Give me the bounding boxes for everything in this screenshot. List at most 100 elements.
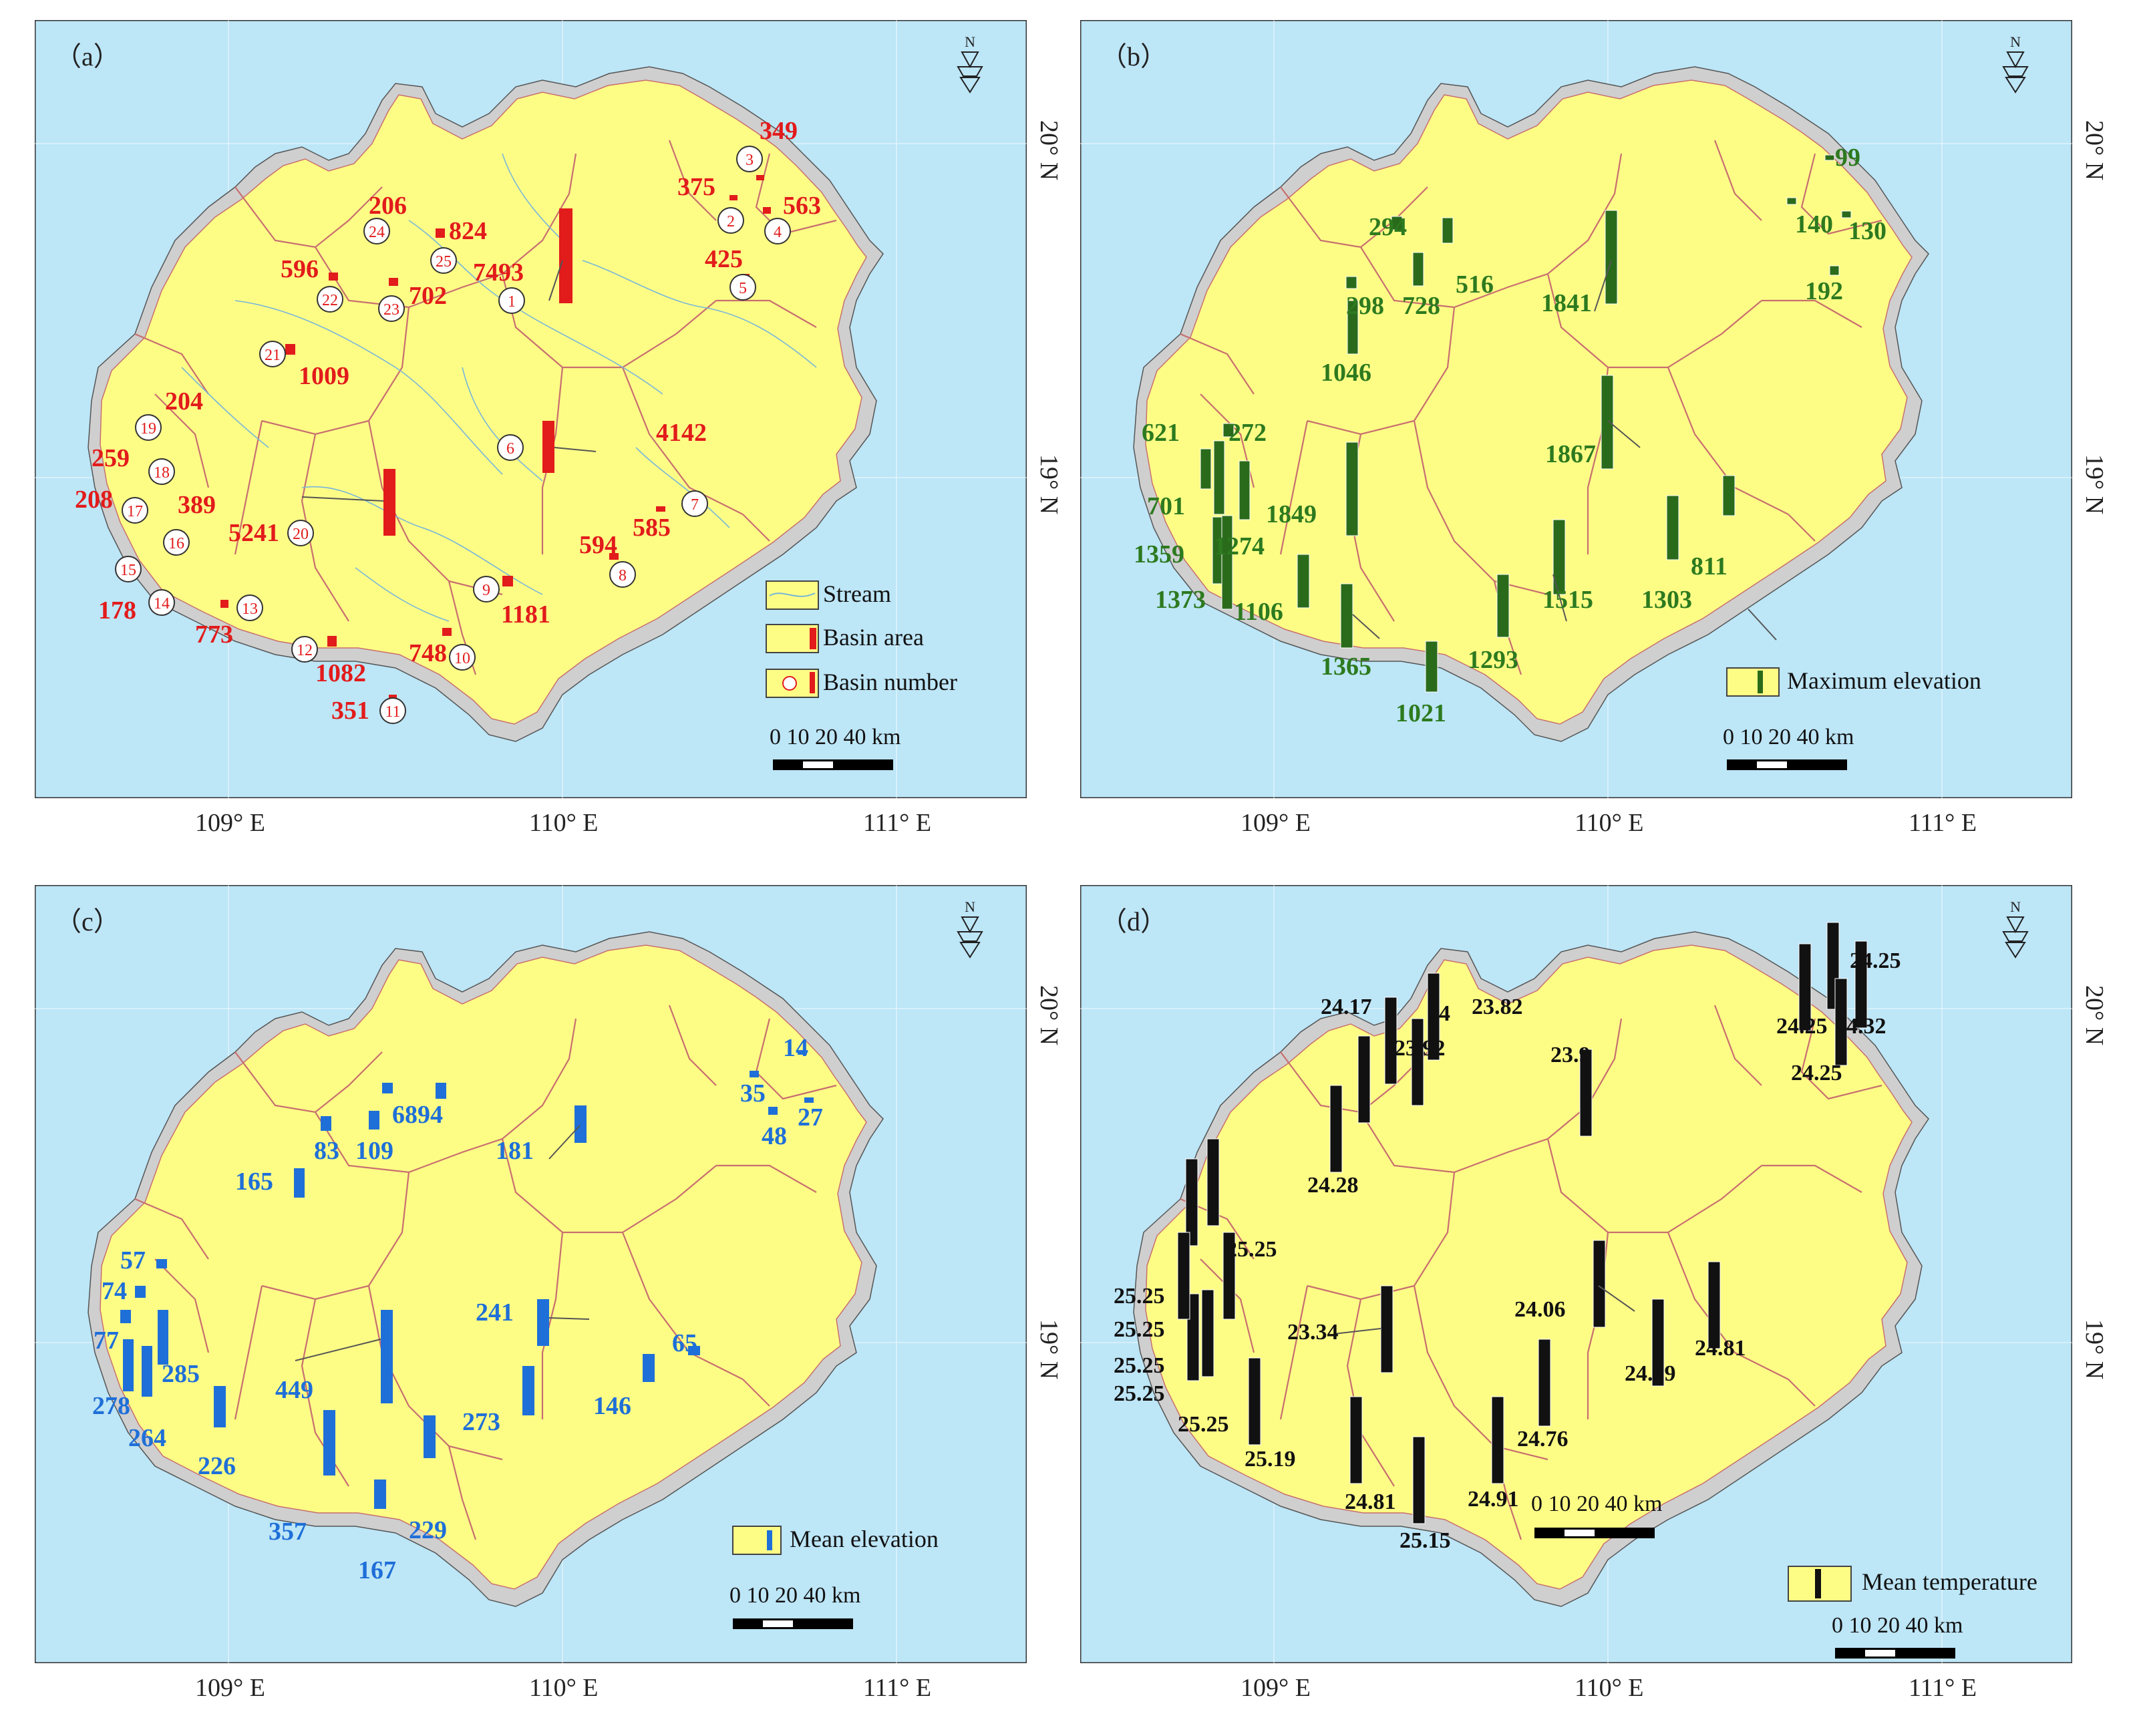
legend-basin-number: Basin number bbox=[823, 669, 957, 695]
svg-text:1841: 1841 bbox=[1541, 289, 1592, 317]
svg-text:25.25: 25.25 bbox=[1114, 1381, 1165, 1406]
svg-text:278: 278 bbox=[92, 1392, 130, 1420]
bar-mean-18 bbox=[135, 1286, 146, 1298]
bar-mean-2 bbox=[750, 1071, 759, 1077]
svg-text:65: 65 bbox=[672, 1329, 697, 1357]
bar-mean-7 bbox=[688, 1346, 700, 1355]
svg-text:24.91: 24.91 bbox=[1468, 1487, 1519, 1512]
svg-text:1849: 1849 bbox=[1266, 500, 1317, 528]
svg-text:226: 226 bbox=[198, 1452, 236, 1480]
bar-max-19 bbox=[1222, 423, 1235, 438]
bar-max-2 bbox=[1786, 197, 1797, 205]
svg-text:1009: 1009 bbox=[299, 362, 349, 390]
x-axis-c-109: 109° E bbox=[195, 1674, 265, 1702]
svg-text:17: 17 bbox=[127, 503, 143, 520]
x-axis-a-109: 109° E bbox=[195, 809, 265, 837]
bar-max-22 bbox=[1345, 276, 1357, 289]
legend-mean-temperature: Mean temperature bbox=[1862, 1568, 2037, 1595]
north-arrow-b: N bbox=[2002, 33, 2029, 94]
svg-text:24.81: 24.81 bbox=[1695, 1336, 1746, 1361]
scale-bar-d-inner bbox=[1534, 1528, 1655, 1538]
svg-text:1046: 1046 bbox=[1321, 359, 1371, 387]
x-axis-a-111: 111° E bbox=[863, 809, 932, 837]
bar-mean-5 bbox=[768, 1107, 778, 1115]
svg-text:130: 130 bbox=[1848, 217, 1886, 245]
scale-bar-c bbox=[733, 1618, 853, 1629]
x-axis-d-110: 110° E bbox=[1575, 1674, 1644, 1702]
bar-max-6 bbox=[1601, 375, 1614, 470]
svg-text:298: 298 bbox=[1346, 292, 1384, 320]
mean-temperature-bars bbox=[1177, 922, 1868, 1524]
bar-basin-20 bbox=[383, 469, 395, 536]
bar-basin-21 bbox=[285, 344, 295, 355]
svg-text:24.25: 24.25 bbox=[1776, 1014, 1828, 1039]
svg-text:389: 389 bbox=[178, 491, 216, 519]
svg-text:1365: 1365 bbox=[1321, 653, 1371, 681]
svg-text:24.25: 24.25 bbox=[1791, 1061, 1842, 1085]
bar-max-21 bbox=[1347, 300, 1359, 355]
basin-area-bars bbox=[220, 175, 771, 701]
bar-max-23 bbox=[1412, 252, 1424, 287]
svg-text:24.17: 24.17 bbox=[1321, 995, 1372, 1019]
x-axis-b-111: 111° E bbox=[1909, 809, 1977, 837]
bar-max-18 bbox=[1213, 440, 1225, 515]
legend-stream: Stream bbox=[823, 580, 891, 607]
bar-max-13 bbox=[1297, 554, 1310, 609]
svg-text:3: 3 bbox=[746, 152, 754, 169]
bar-mean-23 bbox=[369, 1111, 379, 1130]
bar-mean-25 bbox=[436, 1083, 446, 1099]
y-axis-c-19: 19° N bbox=[1035, 1319, 1063, 1380]
bar-max-11 bbox=[1425, 641, 1438, 693]
svg-text:24.81: 24.81 bbox=[1345, 1490, 1396, 1514]
bar-max-1 bbox=[1605, 210, 1618, 305]
svg-text:1181: 1181 bbox=[501, 600, 550, 629]
svg-text:24: 24 bbox=[1428, 1001, 1450, 1026]
max-elevation-bars bbox=[1200, 154, 1852, 693]
svg-text:24: 24 bbox=[369, 224, 385, 241]
svg-text:14: 14 bbox=[783, 1034, 808, 1062]
svg-text:1515: 1515 bbox=[1542, 586, 1593, 614]
svg-text:621: 621 bbox=[1142, 419, 1180, 447]
mean-elevation-bars bbox=[120, 1051, 814, 1509]
bar-max-9 bbox=[1552, 519, 1566, 595]
svg-text:701: 701 bbox=[1147, 492, 1185, 520]
bar-temp-4 bbox=[1854, 940, 1868, 1029]
svg-text:1106: 1106 bbox=[1234, 598, 1283, 626]
svg-text:229: 229 bbox=[409, 1516, 447, 1544]
svg-text:1293: 1293 bbox=[1468, 646, 1518, 674]
svg-text:165: 165 bbox=[235, 1168, 273, 1196]
svg-text:596: 596 bbox=[281, 255, 319, 283]
svg-text:23: 23 bbox=[383, 301, 399, 319]
svg-text:4142: 4142 bbox=[656, 419, 707, 447]
scale-bar-d bbox=[1835, 1648, 1955, 1659]
svg-text:375: 375 bbox=[677, 173, 715, 201]
svg-text:824: 824 bbox=[449, 217, 487, 245]
bar-temp-21 bbox=[1329, 1085, 1343, 1173]
bar-temp-17 bbox=[1177, 1232, 1190, 1320]
bar-max-14 bbox=[1221, 515, 1233, 610]
y-axis-a-19: 19° N bbox=[1035, 454, 1063, 515]
x-axis-b-110: 110° E bbox=[1575, 809, 1644, 837]
bar-mean-4 bbox=[804, 1097, 814, 1103]
svg-text:N: N bbox=[2010, 33, 2021, 50]
x-axis-c-111: 111° E bbox=[863, 1674, 932, 1702]
svg-text:1: 1 bbox=[508, 293, 516, 311]
svg-text:748: 748 bbox=[409, 639, 447, 667]
north-arrow-d: N bbox=[2002, 898, 2029, 959]
svg-text:5: 5 bbox=[739, 280, 747, 297]
bar-temp-20 bbox=[1380, 1285, 1393, 1373]
bar-temp-23 bbox=[1411, 1018, 1424, 1106]
svg-text:25.25: 25.25 bbox=[1114, 1284, 1165, 1309]
svg-text:178: 178 bbox=[98, 596, 136, 625]
scale-bar-b bbox=[1727, 759, 1847, 770]
svg-text:12: 12 bbox=[297, 642, 313, 659]
y-axis-b-20: 20° N bbox=[2080, 120, 2108, 181]
svg-text:1303: 1303 bbox=[1641, 586, 1692, 614]
bar-basin-12 bbox=[327, 636, 337, 647]
bar-temp-5 bbox=[1834, 978, 1848, 1066]
svg-text:48: 48 bbox=[762, 1122, 787, 1150]
bar-temp-2 bbox=[1798, 943, 1812, 1031]
svg-text:351: 351 bbox=[331, 697, 369, 725]
